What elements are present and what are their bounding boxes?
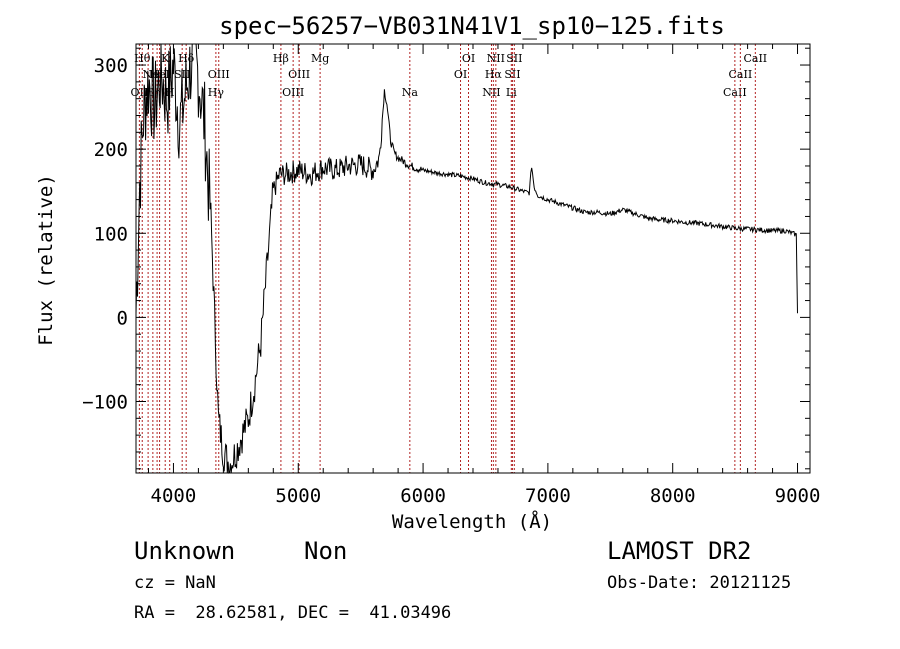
x-tick-label: 9000 [775,485,821,507]
observation-date: Obs-Date: 20121125 [607,573,792,593]
spectral-line-label-26: CaII [729,68,753,81]
spectral-line-label-14: OIII [288,68,310,81]
x-axis-label: Wavelength (Å) [392,510,552,533]
spectral-line-label-10: Hγ [208,86,225,99]
plot-frame [135,43,811,474]
object-class: Unknown [134,537,236,565]
spectral-line-label-18: OI [462,52,475,65]
spectral-line-label-4: NeIII [143,68,172,81]
spectral-line-label-19: NII [482,86,500,99]
y-tick-label: 200 [94,139,128,161]
y-tick-label: 300 [94,55,128,77]
spectral-line-label-17: OI [454,68,467,81]
coordinates: RA = 28.62581, DEC = 41.03496 [134,603,452,623]
spectral-line-label-23: SII [504,68,520,81]
x-axis: 4000 5000 6000 7000 8000 9000 [147,44,821,507]
spectral-line-label-15: Mg [311,52,329,65]
spectrum-line-0 [135,43,798,474]
spectral-line-label-24: SII [506,52,522,65]
spectral-line-markers: OIIHθHηNeIIIHeIKHSIIHδHγOIIIHβOIIIOIIIMg… [131,44,767,473]
spectral-line-label-16: Na [402,86,419,99]
y-tick-label: 0 [117,307,128,329]
y-tick-label: −100 [82,392,128,414]
spectral-line-label-27: CaII [743,52,767,65]
spectral-line-label-25: CaII [723,86,747,99]
spectral-line-label-6: K [161,52,170,65]
spectral-line-label-5: HeI [149,68,169,81]
y-axis: −100 0 100 200 300 [82,47,810,470]
spectral-line-label-12: Hβ [273,52,289,65]
y-tick-label: 100 [94,223,128,245]
spectral-line-label-20: Hα [485,68,503,81]
survey-name: LAMOST DR2 [607,537,752,565]
x-tick-label: 5000 [275,485,321,507]
spectral-line-label-1: Hθ [134,52,151,65]
x-tick-label: 8000 [650,485,696,507]
x-tick-label: 6000 [400,485,446,507]
spectral-line-label-13: OIII [282,86,304,99]
spectral-line-label-11: OIII [208,68,230,81]
redshift-cz: cz = NaN [134,573,216,593]
spectrum-series [135,43,798,474]
spectral-line-label-21: NII [487,52,505,65]
y-axis-label: Flux (relative) [35,174,57,346]
spectral-line-label-22: Li [506,86,517,99]
x-tick-label: 4000 [151,485,197,507]
chart-title: spec−56257−VB031N41V1_sp10−125.fits [219,12,725,40]
object-subclass: Non [304,537,348,565]
x-tick-label: 7000 [525,485,571,507]
